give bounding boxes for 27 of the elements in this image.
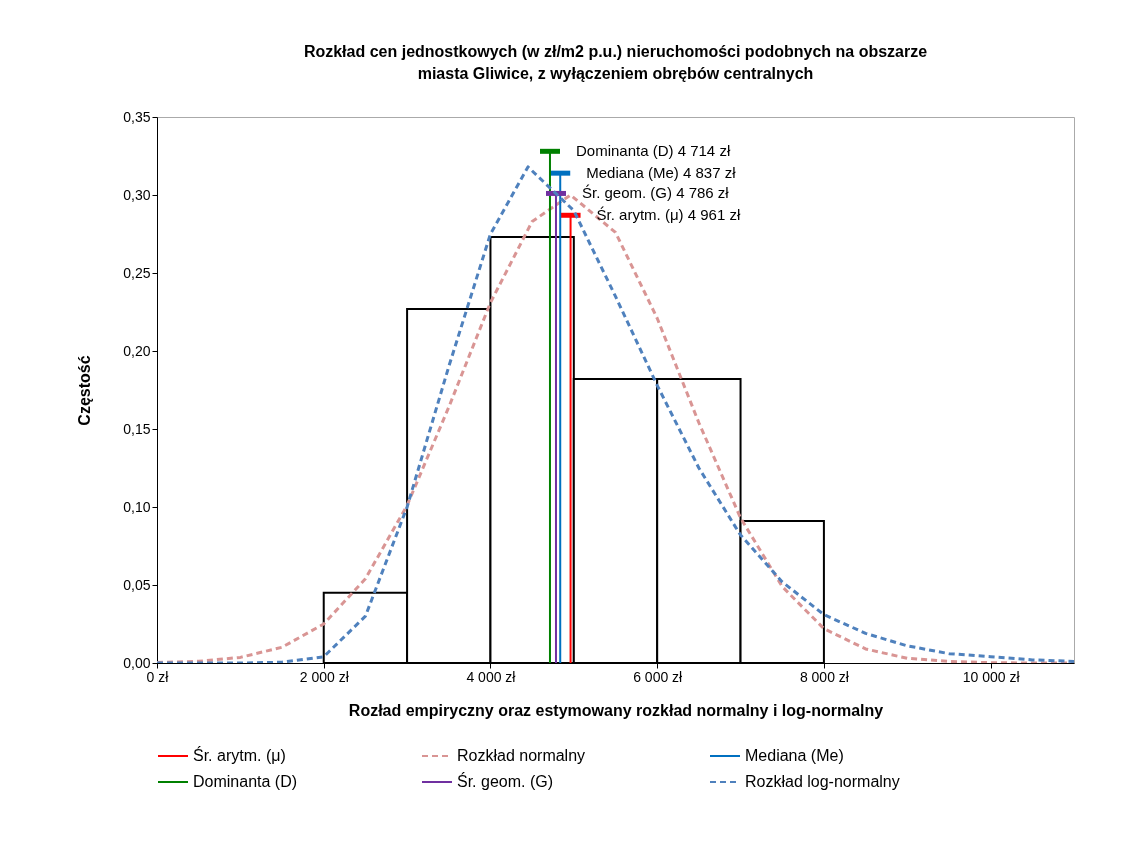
x-tick-label: 2 000 zł <box>299 668 350 685</box>
annotation: Dominanta (D) 4 714 zł <box>575 142 731 160</box>
x-tick-label: 6 000 zł <box>633 668 684 685</box>
annotation: Mediana (Me) 4 837 zł <box>586 164 737 182</box>
chart-title: Rozkład cen jednostkowych (w zł/m2 p.u.) nieruchomości podobnych na obszarze miasta Gliwice, z wyłączeniem obrębów centralnych <box>303 43 928 82</box>
legend-label: Rozkład normalny <box>457 747 586 764</box>
legend-label: Mediana (Me) <box>745 747 844 764</box>
x-tick-label: 8 000 zł <box>799 668 850 685</box>
y-tick-label: 0,25 <box>123 264 151 281</box>
x-tick-label: 0 zł <box>146 668 170 685</box>
y-tick-label: 0,20 <box>123 342 151 359</box>
y-tick-label: 0,05 <box>123 576 151 593</box>
y-tick-label: 0,30 <box>123 186 151 203</box>
annotation: Śr. arytm. (μ) 4 961 zł <box>596 206 741 224</box>
y-tick-label: 0,10 <box>123 498 151 515</box>
legend-label: Dominanta (D) <box>193 773 298 790</box>
legend-label: Rozkład log-normalny <box>745 773 900 790</box>
annotation: Śr. geom. (G) 4 786 zł <box>581 184 730 202</box>
legend-label: Śr. geom. (G) <box>457 772 554 790</box>
x-tick-label: 10 000 zł <box>962 668 1021 685</box>
legend-label: Śr. arytm. (μ) <box>193 746 286 764</box>
y-axis-title: Częstość <box>76 355 94 426</box>
y-tick-label: 0,00 <box>123 654 151 671</box>
x-axis-title: Rozład empiryczny oraz estymowany rozkład normalny i log-normalny <box>348 701 884 719</box>
x-tick-label: 4 000 zł <box>466 668 517 685</box>
y-tick-label: 0,35 <box>123 108 151 125</box>
y-tick-label: 0,15 <box>123 420 151 437</box>
